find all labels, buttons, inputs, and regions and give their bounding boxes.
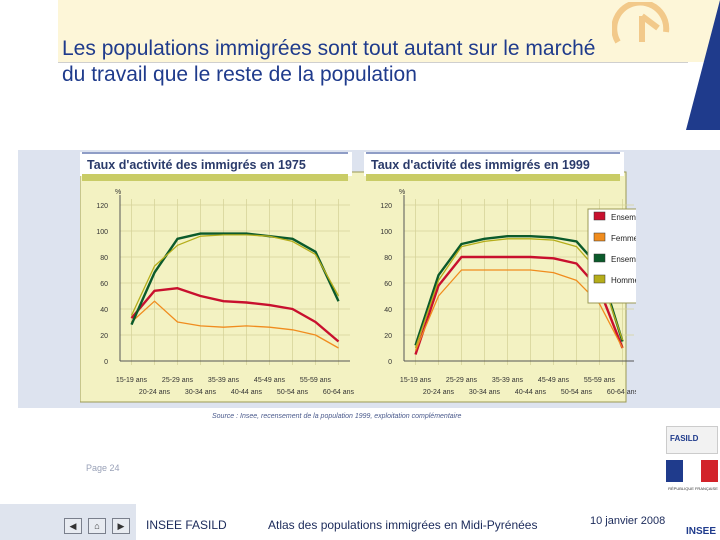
chart-1-y-tick-4: 80 <box>384 255 392 262</box>
chart-0-y-tick-3: 60 <box>100 281 108 288</box>
fasild-logo: FASILD <box>666 426 718 454</box>
footer-atlas-title: Atlas des populations immigrées en Midi-… <box>268 518 538 532</box>
chart-1-legend-label-0: Ensemble des femmes <box>611 213 636 222</box>
fasild-logo-text: FASILD <box>670 434 699 443</box>
chart-0-x-tick-3: 30-34 ans <box>185 389 217 396</box>
slide-title: Les populations immigrées sont tout auta… <box>62 36 702 88</box>
chart-1-y-tick-3: 60 <box>384 281 392 288</box>
chart-0-series-1-line <box>131 300 339 349</box>
chart-1-x-tick-7: 50-54 ans <box>561 389 593 396</box>
chart-1-title: Taux d'activité des immigrés en 1999 <box>371 158 590 172</box>
chart-0-x-tick-0: 15-19 ans <box>116 377 148 384</box>
chart-0-series-0-line <box>130 286 340 343</box>
chart-1-x-tick-0: 15-19 ans <box>400 377 432 384</box>
chart-0-y-tick-6: 120 <box>96 203 108 210</box>
next-slide-button[interactable]: ▶ <box>112 518 130 534</box>
chart-1-legend-swatch-1 <box>593 232 606 242</box>
chart-1-x-tick-5: 40-44 ans <box>515 389 547 396</box>
chart-0-series-3-line <box>130 234 340 316</box>
chart-1-header-strip <box>366 174 620 181</box>
chart-0-x-tick-7: 50-54 ans <box>277 389 309 396</box>
chart-1-legend-swatch-3 <box>593 274 606 284</box>
chart-1-x-tick-1: 20-24 ans <box>423 389 455 396</box>
chart-1-header-bg <box>364 152 624 176</box>
chart-1-legend-label-2: Ensemble des hommes <box>611 255 636 264</box>
chart-1-y-tick-5: 100 <box>380 229 392 236</box>
chart-0-y-unit: % <box>115 189 121 196</box>
footer-date: 10 janvier 2008 <box>590 515 666 527</box>
chart-1-y-tick-2: 40 <box>384 307 392 314</box>
title-line-2: du travail que le reste de la population <box>62 63 417 86</box>
plot-area-frame <box>80 171 627 403</box>
chart-0-header-bg <box>80 152 352 176</box>
previous-slide-button[interactable]: ◀ <box>64 518 82 534</box>
chart-1-legend-swatch-0 <box>593 211 606 221</box>
chart-0-title: Taux d'activité des immigrés en 1975 <box>87 158 306 172</box>
chart-1-legend-swatch-2 <box>593 253 606 263</box>
chart-0-y-tick-0: 0 <box>104 359 108 366</box>
chart-1-y-tick-6: 120 <box>380 203 392 210</box>
chart-1-x-tick-8: 55-59 ans <box>584 377 616 384</box>
chart-0-x-tick-9: 60-64 ans <box>323 389 355 396</box>
chart-0-x-tick-1: 20-24 ans <box>139 389 171 396</box>
chart-1-x-tick-2: 25-29 ans <box>446 377 478 384</box>
chart-0-x-tick-8: 55-59 ans <box>300 377 332 384</box>
chart-0-header-strip <box>82 174 348 181</box>
chart-0-y-tick-5: 100 <box>96 229 108 236</box>
activity-rate-charts: Taux d'activité des immigrés en 1975% 0 20… <box>80 152 636 403</box>
corner-triangle-icon <box>686 0 720 130</box>
chart-1-y-tick-1: 20 <box>384 333 392 340</box>
header-divider <box>58 62 688 63</box>
chart-1-x-tick-9: 60-64 ans <box>607 389 636 396</box>
home-button[interactable]: ⌂ <box>88 518 106 534</box>
chart-1-legend-label-1: Femmes immigrées <box>611 234 636 243</box>
source-note: Source : Insee, recensement de la popula… <box>212 413 462 420</box>
chart-1-x-tick-6: 45-49 ans <box>538 377 570 384</box>
chart-1-x-tick-4: 35-39 ans <box>492 377 524 384</box>
chart-0-y-tick-1: 20 <box>100 333 108 340</box>
chart-0-y-tick-2: 40 <box>100 307 108 314</box>
footer-organisation: INSEE FASILD <box>146 518 227 532</box>
marianne-logo-icon <box>666 460 718 482</box>
header-band <box>58 0 720 62</box>
insee-logo-icon: INSEE <box>682 514 720 540</box>
page-number: Page 24 <box>86 463 120 473</box>
chart-0-x-tick-5: 40-44 ans <box>231 389 263 396</box>
insee-logo-text: INSEE <box>686 526 716 537</box>
arc-logo-icon <box>612 2 670 44</box>
chart-0-x-tick-2: 25-29 ans <box>162 377 194 384</box>
chart-0-x-tick-4: 35-39 ans <box>208 377 240 384</box>
chart-0-y-tick-4: 80 <box>100 255 108 262</box>
chart-1-x-tick-3: 30-34 ans <box>469 389 501 396</box>
chart-1-y-unit: % <box>399 189 405 196</box>
marianne-caption: RÉPUBLIQUE FRANÇAISE <box>668 486 718 491</box>
chart-1-legend-label-3: Hommes immigrés <box>611 276 636 285</box>
title-line-1: Les populations immigrées sont tout auta… <box>62 37 596 60</box>
chart-0-x-tick-6: 45-49 ans <box>254 377 286 384</box>
chart-1-y-tick-0: 0 <box>388 359 392 366</box>
